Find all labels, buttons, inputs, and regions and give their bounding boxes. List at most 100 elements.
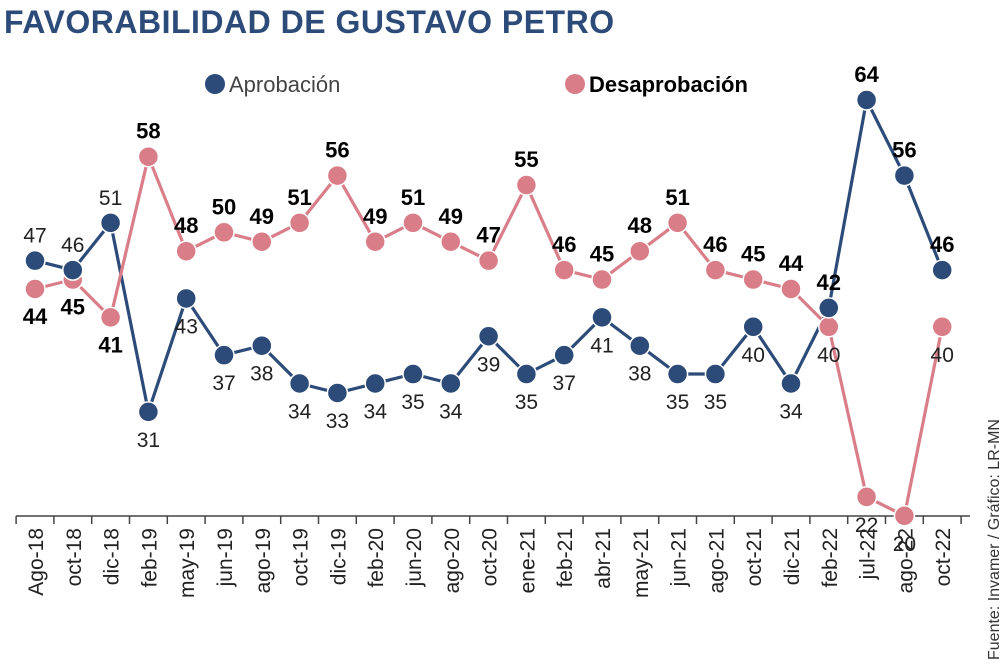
data-label-aprobacion: 39 xyxy=(477,353,500,376)
data-point-aprobacion xyxy=(326,382,349,404)
data-point-desaprobacion xyxy=(666,212,689,234)
data-point-desaprobacion xyxy=(704,259,727,281)
data-label-aprobacion: 41 xyxy=(590,334,613,357)
data-label-aprobacion: 46 xyxy=(61,234,84,257)
x-tick-label: ago-22 xyxy=(894,528,917,593)
data-point-desaprobacion xyxy=(855,486,878,508)
data-point-aprobacion xyxy=(742,316,764,338)
data-point-aprobacion xyxy=(818,297,840,319)
data-point-aprobacion xyxy=(629,334,651,357)
source-note: Fuente: Invamer / Gráfico: LR-MN xyxy=(986,419,1000,660)
data-label-desaprobacion: 56 xyxy=(325,138,349,163)
x-tick-label: feb-19 xyxy=(138,528,161,588)
chart-title: FAVORABILIDAD DE GUSTAVO PETRO xyxy=(4,4,615,40)
x-tick-label: jul-22 xyxy=(857,528,880,580)
x-tick-label: may-21 xyxy=(630,528,653,598)
data-point-aprobacion xyxy=(855,89,878,111)
data-point-desaprobacion xyxy=(213,221,235,244)
data-label-desaprobacion: 46 xyxy=(703,232,727,257)
x-tick-label: feb-22 xyxy=(819,528,842,588)
x-tick-label: oct-21 xyxy=(743,528,766,586)
data-label-aprobacion: 35 xyxy=(401,391,424,414)
x-tick-label: ago-21 xyxy=(705,528,728,593)
data-label-aprobacion: 37 xyxy=(553,372,576,395)
data-label-aprobacion: 37 xyxy=(212,372,235,395)
data-label-desaprobacion: 49 xyxy=(250,204,274,229)
x-tick-label: may-19 xyxy=(176,528,199,598)
data-label-desaprobacion: 22 xyxy=(855,514,878,537)
data-point-aprobacion xyxy=(364,372,386,395)
data-point-desaprobacion xyxy=(24,278,46,300)
data-point-aprobacion xyxy=(288,372,311,395)
data-label-aprobacion: 46 xyxy=(930,232,954,257)
data-label-aprobacion: 51 xyxy=(99,187,122,210)
data-point-desaprobacion xyxy=(137,145,160,168)
data-point-desaprobacion xyxy=(477,249,500,272)
data-label-desaprobacion: 51 xyxy=(665,185,689,210)
data-point-aprobacion xyxy=(666,363,689,385)
data-label-aprobacion: 35 xyxy=(666,391,689,414)
x-tick-label: feb-21 xyxy=(554,528,577,588)
x-tick-label: dic-18 xyxy=(101,528,124,585)
data-point-desaprobacion xyxy=(931,316,953,338)
data-point-aprobacion xyxy=(402,363,424,385)
data-label-aprobacion: 56 xyxy=(892,138,916,163)
data-point-desaprobacion xyxy=(893,505,916,527)
x-tick-label: jun-21 xyxy=(668,528,691,587)
data-label-desaprobacion: 45 xyxy=(590,242,614,267)
legend-label-1: Desaprobación xyxy=(589,72,748,97)
legend-marker-0 xyxy=(205,74,225,94)
data-label-desaprobacion: 51 xyxy=(401,185,425,210)
data-label-aprobacion: 35 xyxy=(515,391,538,414)
data-label-aprobacion: 64 xyxy=(854,62,879,87)
x-tick-label: Ago-18 xyxy=(25,528,48,596)
x-tick-label: ago-19 xyxy=(252,528,275,593)
data-point-aprobacion xyxy=(553,344,575,366)
x-tick-label: oct-22 xyxy=(932,528,955,586)
data-point-aprobacion xyxy=(99,212,122,234)
data-label-aprobacion: 47 xyxy=(23,225,46,248)
data-point-desaprobacion xyxy=(780,278,802,300)
data-label-aprobacion: 43 xyxy=(175,315,198,338)
data-point-aprobacion xyxy=(515,363,538,385)
data-point-desaprobacion xyxy=(742,268,764,291)
data-label-aprobacion: 34 xyxy=(779,401,803,424)
data-point-aprobacion xyxy=(251,334,273,357)
data-point-aprobacion xyxy=(24,249,46,272)
data-label-desaprobacion: 47 xyxy=(476,223,500,248)
legend-marker-1 xyxy=(565,74,585,94)
x-tick-label: oct-19 xyxy=(290,528,313,586)
data-point-desaprobacion xyxy=(591,268,613,291)
data-point-desaprobacion xyxy=(553,259,575,281)
data-point-aprobacion xyxy=(440,372,462,395)
data-label-desaprobacion: 49 xyxy=(439,204,463,229)
data-label-desaprobacion: 46 xyxy=(552,232,576,257)
data-point-desaprobacion xyxy=(288,212,311,234)
x-tick-label: jun-19 xyxy=(214,528,237,587)
data-label-desaprobacion: 44 xyxy=(779,251,804,276)
legend-label-0: Aprobación xyxy=(229,72,340,97)
x-axis: Ago-18 oct-18 dic-18 feb-19 may-19 jun-19 ago-… xyxy=(15,515,970,598)
data-label-desaprobacion: 40 xyxy=(931,344,954,367)
x-tick-label: oct-20 xyxy=(479,528,502,586)
data-label-desaprobacion: 50 xyxy=(212,194,236,219)
data-label-desaprobacion: 58 xyxy=(136,119,160,144)
data-point-aprobacion xyxy=(62,259,84,281)
data-label-aprobacion: 34 xyxy=(439,401,463,424)
x-tick-label: ago-20 xyxy=(441,528,464,593)
data-label-desaprobacion: 41 xyxy=(98,332,122,357)
data-point-aprobacion xyxy=(137,401,160,423)
data-point-aprobacion xyxy=(780,372,802,395)
data-point-aprobacion xyxy=(931,259,953,281)
data-point-aprobacion xyxy=(213,344,235,366)
data-label-desaprobacion: 55 xyxy=(514,147,538,172)
series-points xyxy=(24,89,953,527)
data-point-desaprobacion xyxy=(629,240,651,262)
data-label-desaprobacion: 48 xyxy=(628,213,652,238)
data-point-desaprobacion xyxy=(364,231,386,253)
data-label-desaprobacion: 40 xyxy=(817,344,840,367)
data-point-desaprobacion xyxy=(326,164,349,187)
data-point-desaprobacion xyxy=(99,306,122,329)
data-label-desaprobacion: 51 xyxy=(287,185,311,210)
